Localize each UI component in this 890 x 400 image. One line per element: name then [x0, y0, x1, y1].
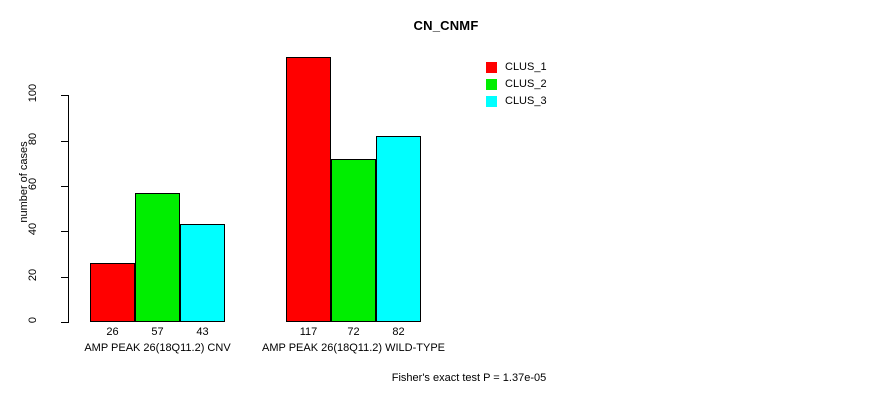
bar-clus_3-group-2[interactable]	[376, 136, 421, 322]
y-axis-tick-mark	[61, 140, 68, 142]
bar-value-label: 117	[299, 326, 318, 338]
bar-clus_3-group-1[interactable]	[180, 224, 225, 322]
legend-label: CLUS_1	[505, 61, 547, 73]
bar-clus_1-group-2[interactable]	[286, 56, 331, 322]
y-axis-tick-mark	[61, 276, 68, 278]
bar-clus_2-group-1[interactable]	[135, 192, 180, 322]
legend-label: CLUS_3	[505, 95, 547, 107]
y-axis-label: number of cases	[18, 141, 30, 223]
bar-clus_2-group-2[interactable]	[331, 158, 376, 322]
x-axis-group-label: AMP PEAK 26(18Q11.2) WILD-TYPE	[262, 342, 445, 354]
legend-swatch-icon	[486, 79, 497, 90]
x-axis-group-label: AMP PEAK 26(18Q11.2) CNV	[84, 342, 231, 354]
legend-swatch-icon	[486, 96, 497, 107]
bar-value-label: 43	[196, 326, 209, 338]
page-title: CN_CNMF	[413, 18, 479, 33]
y-axis-tick-label: 0	[27, 316, 39, 324]
y-axis-line	[68, 95, 69, 323]
footer-note: Fisher's exact test P = 1.37e-05	[391, 372, 547, 384]
bar-value-label: 26	[106, 326, 119, 338]
bar-value-label: 72	[347, 326, 360, 338]
legend-label: CLUS_2	[505, 78, 547, 90]
bar-value-label: 57	[151, 326, 164, 338]
y-axis-tick-mark	[61, 185, 68, 187]
y-axis-tick-label: 20	[27, 268, 39, 281]
y-axis-tick-label: 100	[27, 84, 39, 103]
y-axis-tick-mark	[61, 322, 68, 323]
bar-clus_1-group-1[interactable]	[90, 263, 135, 322]
bar-value-label: 82	[392, 326, 405, 338]
y-axis-tick-mark	[61, 95, 68, 97]
y-axis-tick-mark	[61, 231, 68, 233]
legend-swatch-icon	[486, 62, 497, 73]
